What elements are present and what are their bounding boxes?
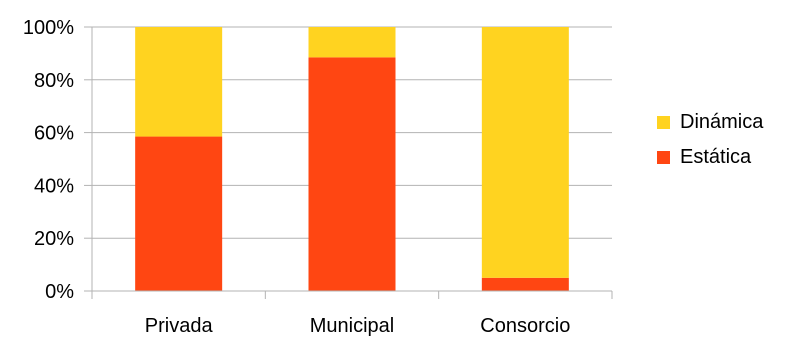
legend-swatch — [657, 151, 670, 164]
y-tick-label: 80% — [34, 70, 74, 92]
x-tick-label: Municipal — [310, 315, 394, 337]
y-tick-label: 100% — [23, 17, 74, 39]
bar-consorcio-estatica — [481, 277, 569, 291]
bar-privada-estatica — [135, 136, 223, 291]
y-tick-label: 0% — [45, 281, 74, 303]
bar-municipal-estatica — [308, 57, 396, 291]
bars — [135, 27, 569, 291]
bar-consorcio-dinamica — [481, 27, 569, 278]
bar-municipal-dinamica — [308, 27, 396, 58]
y-tick-label: 60% — [34, 123, 74, 145]
y-tick-label: 40% — [34, 175, 74, 197]
y-tick-label: 20% — [34, 228, 74, 250]
x-tick-label: Privada — [145, 315, 214, 337]
axes — [84, 26, 613, 299]
x-tick-labels: Privada Municipal Consorcio — [145, 315, 571, 337]
bar-privada-dinamica — [135, 27, 223, 137]
legend-swatch — [657, 116, 670, 129]
x-tick-label: Consorcio — [480, 315, 570, 337]
legend-label: Estática — [680, 146, 752, 168]
y-tick-labels: 0% 20% 40% 60% 80% 100% — [23, 17, 74, 303]
legend-label: Dinámica — [680, 111, 764, 133]
legend: Dinámica Estática — [657, 111, 764, 168]
